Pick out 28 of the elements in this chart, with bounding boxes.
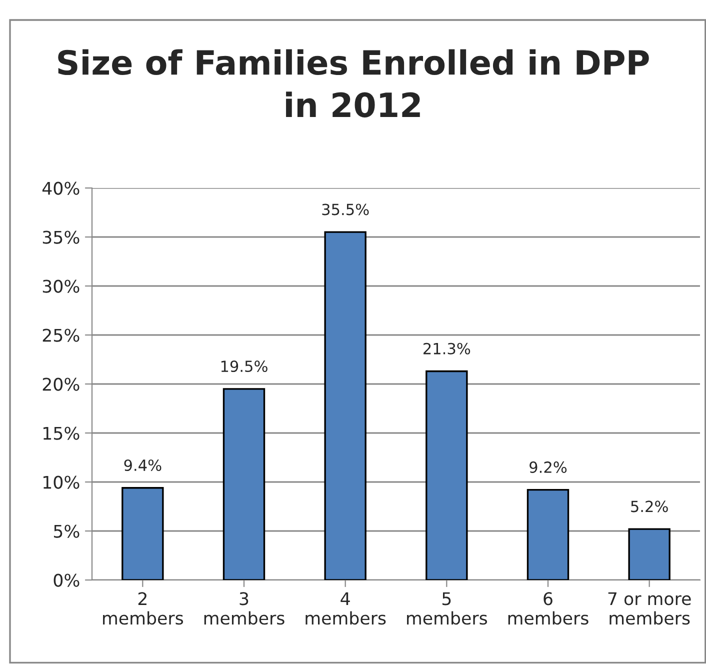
x-tick-label: 2 members [103,592,184,625]
x-tick-label: 6 members [508,592,588,625]
x-tick-label: 5 members [407,592,488,625]
y-tick-label: 25% [42,328,80,342]
y-tick-label: 30% [42,280,80,293]
bar [628,528,670,580]
x-tick-label: 4 members [306,592,386,625]
chart-title: Size of Families Enrolled in DPP in 2012 [58,49,649,118]
y-tick-label: 40% [42,182,80,195]
data-label: 21.3% [424,342,470,354]
bar [122,487,164,580]
y-tick-label: 15% [44,426,80,440]
data-label: 9.2% [530,461,567,473]
data-label: 35.5% [322,204,369,216]
y-tick-label: 0% [54,574,80,587]
bar [222,388,266,580]
y-tick-label: 35% [42,230,80,244]
x-tick-label: 7 or more members [608,592,691,625]
y-tick-label: 10% [44,476,80,489]
bar [324,231,366,580]
data-label: 5.2% [631,500,668,512]
data-label: 19.5% [221,360,268,372]
x-tick-label: 3 members [204,592,284,625]
data-label: 9.4% [124,459,162,472]
bar [426,370,468,580]
y-tick-label: 5% [54,524,80,538]
y-tick-label: 20% [42,378,80,391]
bar [526,489,570,580]
